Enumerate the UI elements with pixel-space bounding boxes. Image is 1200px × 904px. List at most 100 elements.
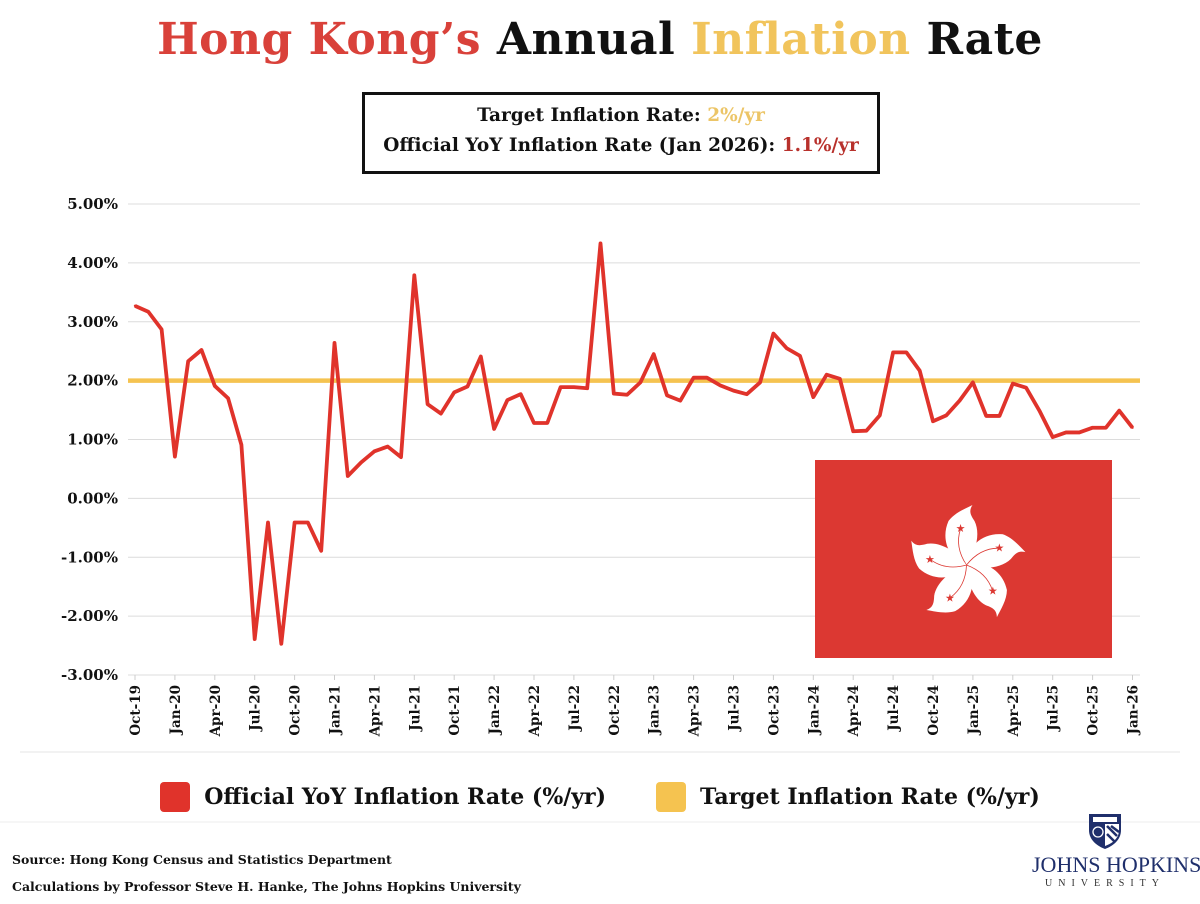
official-data-point: [386, 445, 389, 448]
official-data-point: [333, 341, 336, 345]
official-data-point: [226, 397, 230, 400]
star-icon: ★: [922, 553, 937, 567]
official-data-point: [985, 414, 988, 418]
official-data-point: [1078, 431, 1081, 434]
official-data-point: [1051, 435, 1054, 439]
official-data-point: [293, 521, 296, 524]
official-data-point: [200, 348, 203, 352]
source-note: Source: Hong Kong Census and Statistics …: [12, 852, 392, 867]
x-tick-label: Oct-22: [607, 685, 623, 736]
official-data-point: [931, 420, 935, 423]
info-official-line: Official YoY Inflation Rate (Jan 2026): …: [365, 131, 877, 161]
info-official-value: 1.1%/yr: [781, 135, 859, 156]
official-data-point: [679, 399, 682, 402]
official-data-point: [745, 392, 748, 396]
official-data-point: [918, 369, 921, 372]
official-data-point: [532, 421, 536, 425]
x-tick-label: Oct-20: [288, 685, 304, 736]
bauhinia-petal: ★: [966, 534, 1026, 568]
official-data-point: [426, 402, 429, 406]
bauhinia-petal: ★: [911, 540, 967, 578]
y-tick-label: 4.00%: [67, 254, 118, 272]
official-data-point: [506, 398, 509, 402]
x-tick-label: Apr-21: [367, 685, 383, 737]
legend-label-official: Official YoY Inflation Rate (%/yr): [204, 784, 607, 810]
official-data-point: [945, 414, 948, 417]
x-tick-label: Jul-25: [1046, 685, 1062, 732]
official-data-point: [280, 642, 283, 645]
y-tick-label: 5.00%: [67, 195, 118, 213]
official-data-point: [719, 384, 722, 387]
jhu-shield-icon: [1089, 814, 1121, 849]
x-tick-label: Jan-22: [487, 685, 503, 735]
y-tick-label: -1.00%: [61, 548, 118, 566]
official-data-point: [812, 395, 815, 399]
official-data-point: [173, 455, 177, 458]
info-official-label: Official YoY Inflation Rate (Jan 2026):: [383, 135, 782, 156]
x-tick-label: Apr-20: [208, 685, 224, 737]
official-data-point: [399, 455, 403, 459]
official-data-point: [213, 384, 216, 388]
official-data-point: [599, 242, 602, 245]
x-tick-label: Oct-19: [128, 685, 144, 736]
bauhinia-petal: ★: [945, 505, 978, 566]
x-tick-label: Jul-24: [886, 685, 902, 732]
official-data-point: [1064, 431, 1068, 434]
info-box: Target Inflation Rate: 2%/yr Official Yo…: [362, 92, 880, 174]
star-icon: ★: [992, 541, 1007, 555]
logo-name: JOHNS HOPKINS: [1032, 852, 1200, 877]
official-data-point: [998, 414, 1001, 418]
x-tick-label: Jul-22: [567, 685, 583, 732]
official-data-point: [905, 351, 908, 354]
official-inflation-line: [134, 241, 1134, 646]
official-data-point: [1024, 386, 1028, 389]
official-data-point: [266, 521, 270, 524]
official-data-point: [1118, 409, 1121, 412]
x-tick-label: Jan-20: [168, 685, 184, 735]
logo-sub: UNIVERSITY: [1045, 878, 1165, 889]
official-data-point: [958, 399, 961, 402]
bauhinia-petal: ★: [966, 563, 1007, 618]
official-data-point: [1038, 409, 1041, 412]
official-data-point: [453, 391, 456, 394]
legend-item-target: Target Inflation Rate (%/yr): [656, 782, 1040, 812]
x-tick-label: Jan-23: [647, 685, 663, 735]
legend: Official YoY Inflation Rate (%/yr) Targe…: [0, 782, 1200, 812]
official-data-point: [1091, 426, 1094, 429]
official-data-point: [373, 450, 376, 453]
title-part-rate: Rate: [926, 14, 1043, 65]
official-data-point: [825, 373, 828, 376]
x-tick-label: Apr-22: [527, 685, 543, 737]
official-data-point: [466, 385, 469, 388]
official-data-point: [891, 351, 895, 354]
official-data-point: [253, 637, 256, 641]
x-tick-label: Jan-21: [328, 685, 344, 735]
x-tick-label: Jan-24: [806, 685, 822, 735]
official-data-point: [772, 332, 775, 335]
official-data-point: [160, 328, 163, 331]
official-data-point: [798, 354, 802, 358]
official-data-point: [612, 392, 615, 395]
y-tick-label: 1.00%: [67, 431, 118, 449]
official-data-point: [785, 347, 788, 350]
y-tick-label: -3.00%: [61, 666, 118, 684]
y-tick-label: -2.00%: [61, 607, 118, 625]
official-data-point: [665, 394, 669, 397]
x-tick-label: Jul-20: [248, 685, 264, 732]
official-data-point: [439, 412, 443, 415]
official-data-point: [586, 387, 589, 390]
official-data-point: [413, 274, 416, 277]
x-tick-label: Oct-25: [1086, 685, 1102, 736]
y-tick-label: 0.00%: [67, 489, 118, 507]
x-tick-label: Apr-25: [1006, 685, 1022, 737]
legend-swatch-target: [656, 782, 687, 812]
official-data-point: [147, 310, 150, 313]
legend-swatch-official: [160, 782, 191, 812]
official-data-point: [320, 549, 323, 552]
official-data-point: [732, 389, 735, 392]
official-data-point: [346, 474, 349, 478]
title-part-hong-kong: Hong Kong’s: [157, 14, 482, 65]
official-data-point: [1104, 426, 1108, 429]
official-data-point: [546, 421, 549, 425]
